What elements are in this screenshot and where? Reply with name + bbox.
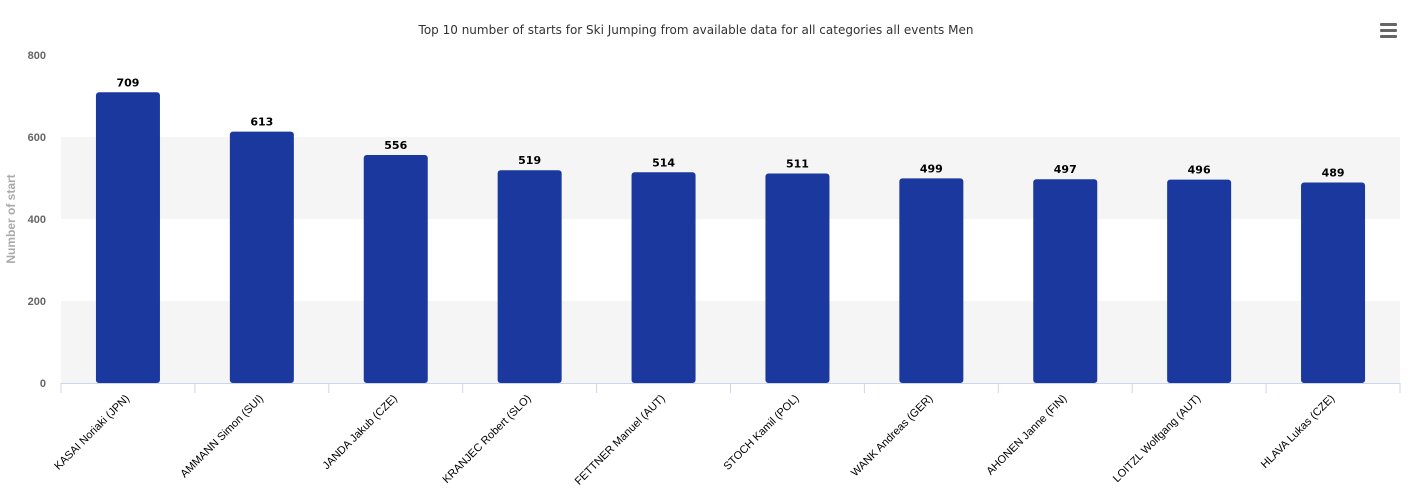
bar[interactable] [1301,182,1366,383]
x-tick-label: AMMANN Simon (SUI) [178,393,266,481]
data-label: 519 [518,154,541,167]
menu-line [1380,23,1397,26]
bar[interactable] [497,170,562,383]
y-axis-ticks: 0 200 400 600 800 [28,50,46,390]
x-tick-label: STOCH Kamil (POL) [721,393,801,473]
data-label: 709 [116,76,139,89]
data-label: 511 [786,157,809,170]
x-axis-labels: KASAI Noriaki (JPN) AMMANN Simon (SUI) JAN… [52,393,1337,488]
data-label: 613 [250,116,273,129]
x-tick-label: WANK Andreas (GER) [849,393,935,479]
bar[interactable] [899,178,964,383]
x-tick-label: FETTNER Manuel (AUT) [573,393,668,488]
x-tick-label: JANDA Jakub (CZE) [320,393,399,472]
bar[interactable] [1167,179,1232,383]
data-label: 497 [1054,163,1077,176]
y-tick-label: 400 [28,214,46,226]
y-tick-label: 600 [28,132,46,144]
x-tick-label: KASAI Noriaki (JPN) [52,393,132,473]
data-label: 499 [920,162,943,175]
data-label: 496 [1188,164,1211,177]
x-tick-label: LOITZL Wolfgang (AUT) [1111,393,1203,485]
y-tick-label: 800 [28,50,46,62]
bar[interactable] [363,155,428,383]
menu-line [1380,29,1397,32]
bar[interactable] [631,172,696,383]
y-axis-title: Number of start [4,174,18,263]
bar[interactable] [1033,179,1098,383]
x-axis-ticks [60,383,1401,393]
x-tick-label: HLAVA Lukas (CZE) [1259,393,1337,471]
bar[interactable] [95,92,160,383]
chart-title: Top 10 number of starts for Ski Jumping … [418,23,974,37]
bars [95,92,1366,383]
x-tick-label: AHONEN Janne (FIN) [984,393,1069,478]
data-label: 556 [384,139,407,152]
menu-line [1380,35,1397,38]
bar[interactable] [229,131,294,383]
data-labels: 709 613 556 519 514 511 499 497 496 489 [116,76,1344,179]
bar[interactable] [765,173,830,383]
x-tick-label: KRANJEC Robert (SLO) [441,393,534,486]
y-tick-label: 200 [28,296,46,308]
data-label: 514 [652,156,675,169]
hamburger-menu-icon[interactable] [1376,20,1402,44]
data-label: 489 [1322,167,1345,180]
y-tick-label: 0 [40,378,46,390]
